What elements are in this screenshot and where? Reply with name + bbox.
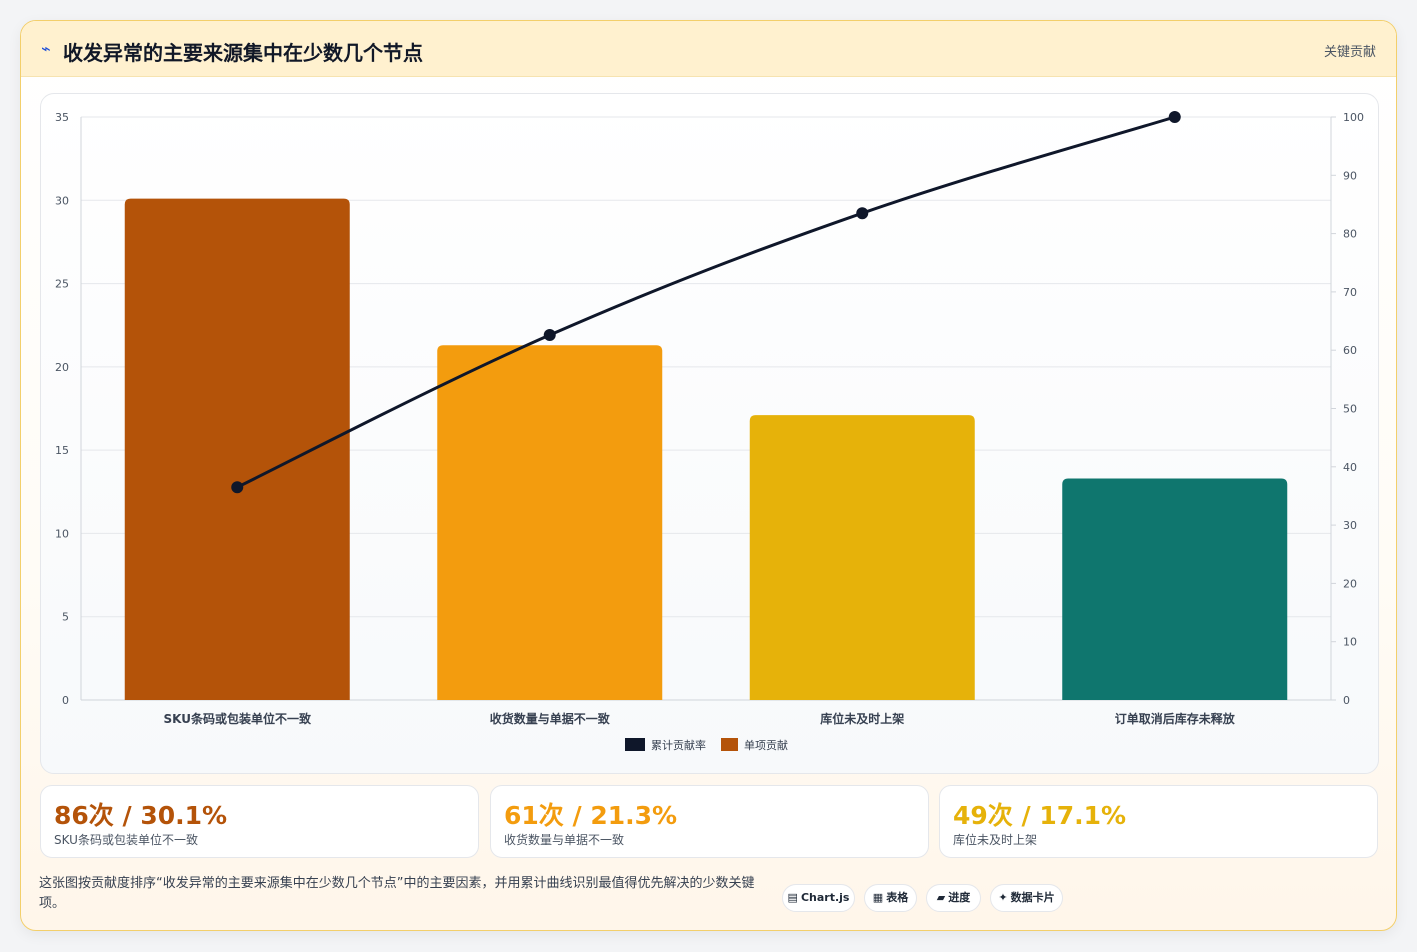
card-header: ⌁ 收发异常的主要来源集中在少数几个节点 关键贡献 <box>21 21 1396 77</box>
kpi-label: 库位未及时上架 <box>953 833 1038 847</box>
progress-icon: ▰ <box>936 891 946 904</box>
header-badge: 关键贡献 <box>1323 45 1376 60</box>
table-icon: ▦ <box>872 891 884 904</box>
right-tick-label: 50 <box>1343 403 1357 416</box>
right-tick-label: 10 <box>1343 636 1357 649</box>
bar <box>1062 478 1288 700</box>
right-tick-label: 100 <box>1343 111 1364 124</box>
tag-data-card[interactable]: ✦ 数据卡片 <box>990 884 1063 912</box>
right-tick-label: 90 <box>1343 169 1357 182</box>
kpi-label: SKU条码或包装单位不一致 <box>54 833 198 847</box>
kpi-label: 收货数量与单据不一致 <box>504 833 625 847</box>
left-tick-label: 10 <box>55 527 69 540</box>
left-tick-label: 5 <box>62 611 69 624</box>
chart-container: 0 5 10 15 20 25 30 35 0 10 20 30 40 50 60 70 80 90 100 SKU条… <box>40 93 1379 774</box>
pareto-chart: 0 5 10 15 20 25 30 35 0 10 20 30 40 50 60 70 80 90 100 SKU条… <box>55 111 1364 752</box>
tag-table[interactable]: ▦ 表格 <box>864 884 917 912</box>
bar <box>749 415 975 700</box>
left-tick-label: 30 <box>55 194 69 207</box>
kpi-card-3: 49次 / 17.1% 库位未及时上架 <box>939 785 1378 858</box>
right-tick-label: 20 <box>1343 577 1357 590</box>
left-tick-label: 20 <box>55 361 69 374</box>
kpi-value: 49次 / 17.1% <box>953 801 1127 830</box>
cumulative-point <box>231 481 244 494</box>
kpi-card-2: 61次 / 21.3% 收货数量与单据不一致 <box>490 785 929 858</box>
cumulative-point <box>856 207 869 220</box>
legend-label-cumulative: 累计贡献率 <box>651 738 706 752</box>
left-tick-label: 25 <box>55 278 69 291</box>
right-tick-label: 80 <box>1343 228 1357 241</box>
left-tick-label: 15 <box>55 444 69 457</box>
left-tick-label: 35 <box>55 111 69 124</box>
left-tick-label: 0 <box>62 694 69 707</box>
tag-progress[interactable]: ▰ 进度 <box>926 884 981 912</box>
tag-chartjs[interactable]: ▤ Chart.js <box>782 884 855 912</box>
x-tick-label: 订单取消后库存未释放 <box>1115 711 1236 726</box>
main-card: ⌁ 收发异常的主要来源集中在少数几个节点 关键贡献 0 5 10 15 20 25 30 35… <box>20 20 1397 931</box>
legend-swatch-cumulative <box>625 738 645 751</box>
kpi-card-1: 86次 / 30.1% SKU条码或包装单位不一致 <box>40 785 479 858</box>
lightning-icon: ⌁ <box>41 39 51 58</box>
x-tick-label: 收货数量与单据不一致 <box>490 711 611 726</box>
tag-label: 进度 <box>948 891 971 904</box>
bar <box>124 198 350 700</box>
kpi-value: 61次 / 21.3% <box>504 801 678 830</box>
sparkle-icon: ✦ <box>998 891 1008 904</box>
right-tick-label: 0 <box>1343 694 1350 707</box>
tag-label: 表格 <box>886 891 909 904</box>
bar <box>437 345 663 700</box>
legend-swatch-single <box>721 738 738 751</box>
chart-description: 这张图按贡献度排序“收发异常的主要来源集中在少数几个节点”中的主要因素，并用累计… <box>39 876 755 911</box>
x-tick-label: 库位未及时上架 <box>820 711 904 726</box>
right-tick-label: 60 <box>1343 344 1357 357</box>
cumulative-point <box>1168 111 1181 123</box>
chart-icon: ▤ <box>787 891 798 904</box>
right-tick-label: 40 <box>1343 461 1357 474</box>
page-title: 收发异常的主要来源集中在少数几个节点 <box>63 41 423 65</box>
right-tick-label: 30 <box>1343 519 1357 532</box>
x-tick-label: SKU条码或包装单位不一致 <box>164 711 312 726</box>
right-tick-label: 70 <box>1343 286 1357 299</box>
kpi-value: 86次 / 30.1% <box>54 801 228 830</box>
tag-label: Chart.js <box>800 891 850 904</box>
tag-label: 数据卡片 <box>1010 891 1055 904</box>
legend-label-single: 单项贡献 <box>744 738 788 752</box>
cumulative-point <box>543 329 556 342</box>
cumulative-line <box>236 115 1176 489</box>
